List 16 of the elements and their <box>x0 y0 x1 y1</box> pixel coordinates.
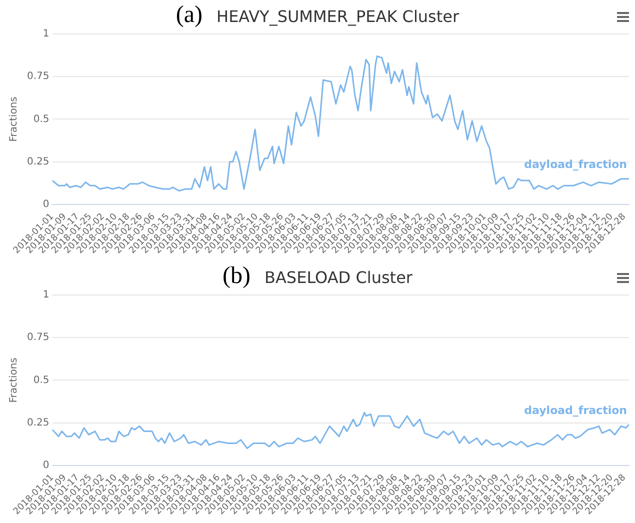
series-label: dayload_fraction <box>524 158 627 172</box>
y-tick-label: 0.75 <box>27 71 50 82</box>
chart-title: (b) BASELOAD Cluster <box>222 263 412 289</box>
y-axis-title: Fractions <box>8 358 20 403</box>
y-tick-label: 0.75 <box>27 332 50 344</box>
series-label: dayload_fraction <box>524 404 627 417</box>
y-tick-label: 0.25 <box>27 417 50 428</box>
y-tick-label: 0.25 <box>27 156 50 168</box>
y-tick-label: 0.5 <box>33 114 50 125</box>
y-axis-title: Fractions <box>8 96 20 142</box>
y-tick-label: 1 <box>42 290 50 301</box>
y-tick-label: 0 <box>42 198 50 210</box>
y-tick-label: 0 <box>42 460 50 471</box>
chart-title: (a) HEAVY_SUMMER_PEAK Cluster <box>176 2 460 28</box>
y-tick-label: 1 <box>42 28 50 40</box>
y-tick-label: 0.5 <box>33 374 50 386</box>
